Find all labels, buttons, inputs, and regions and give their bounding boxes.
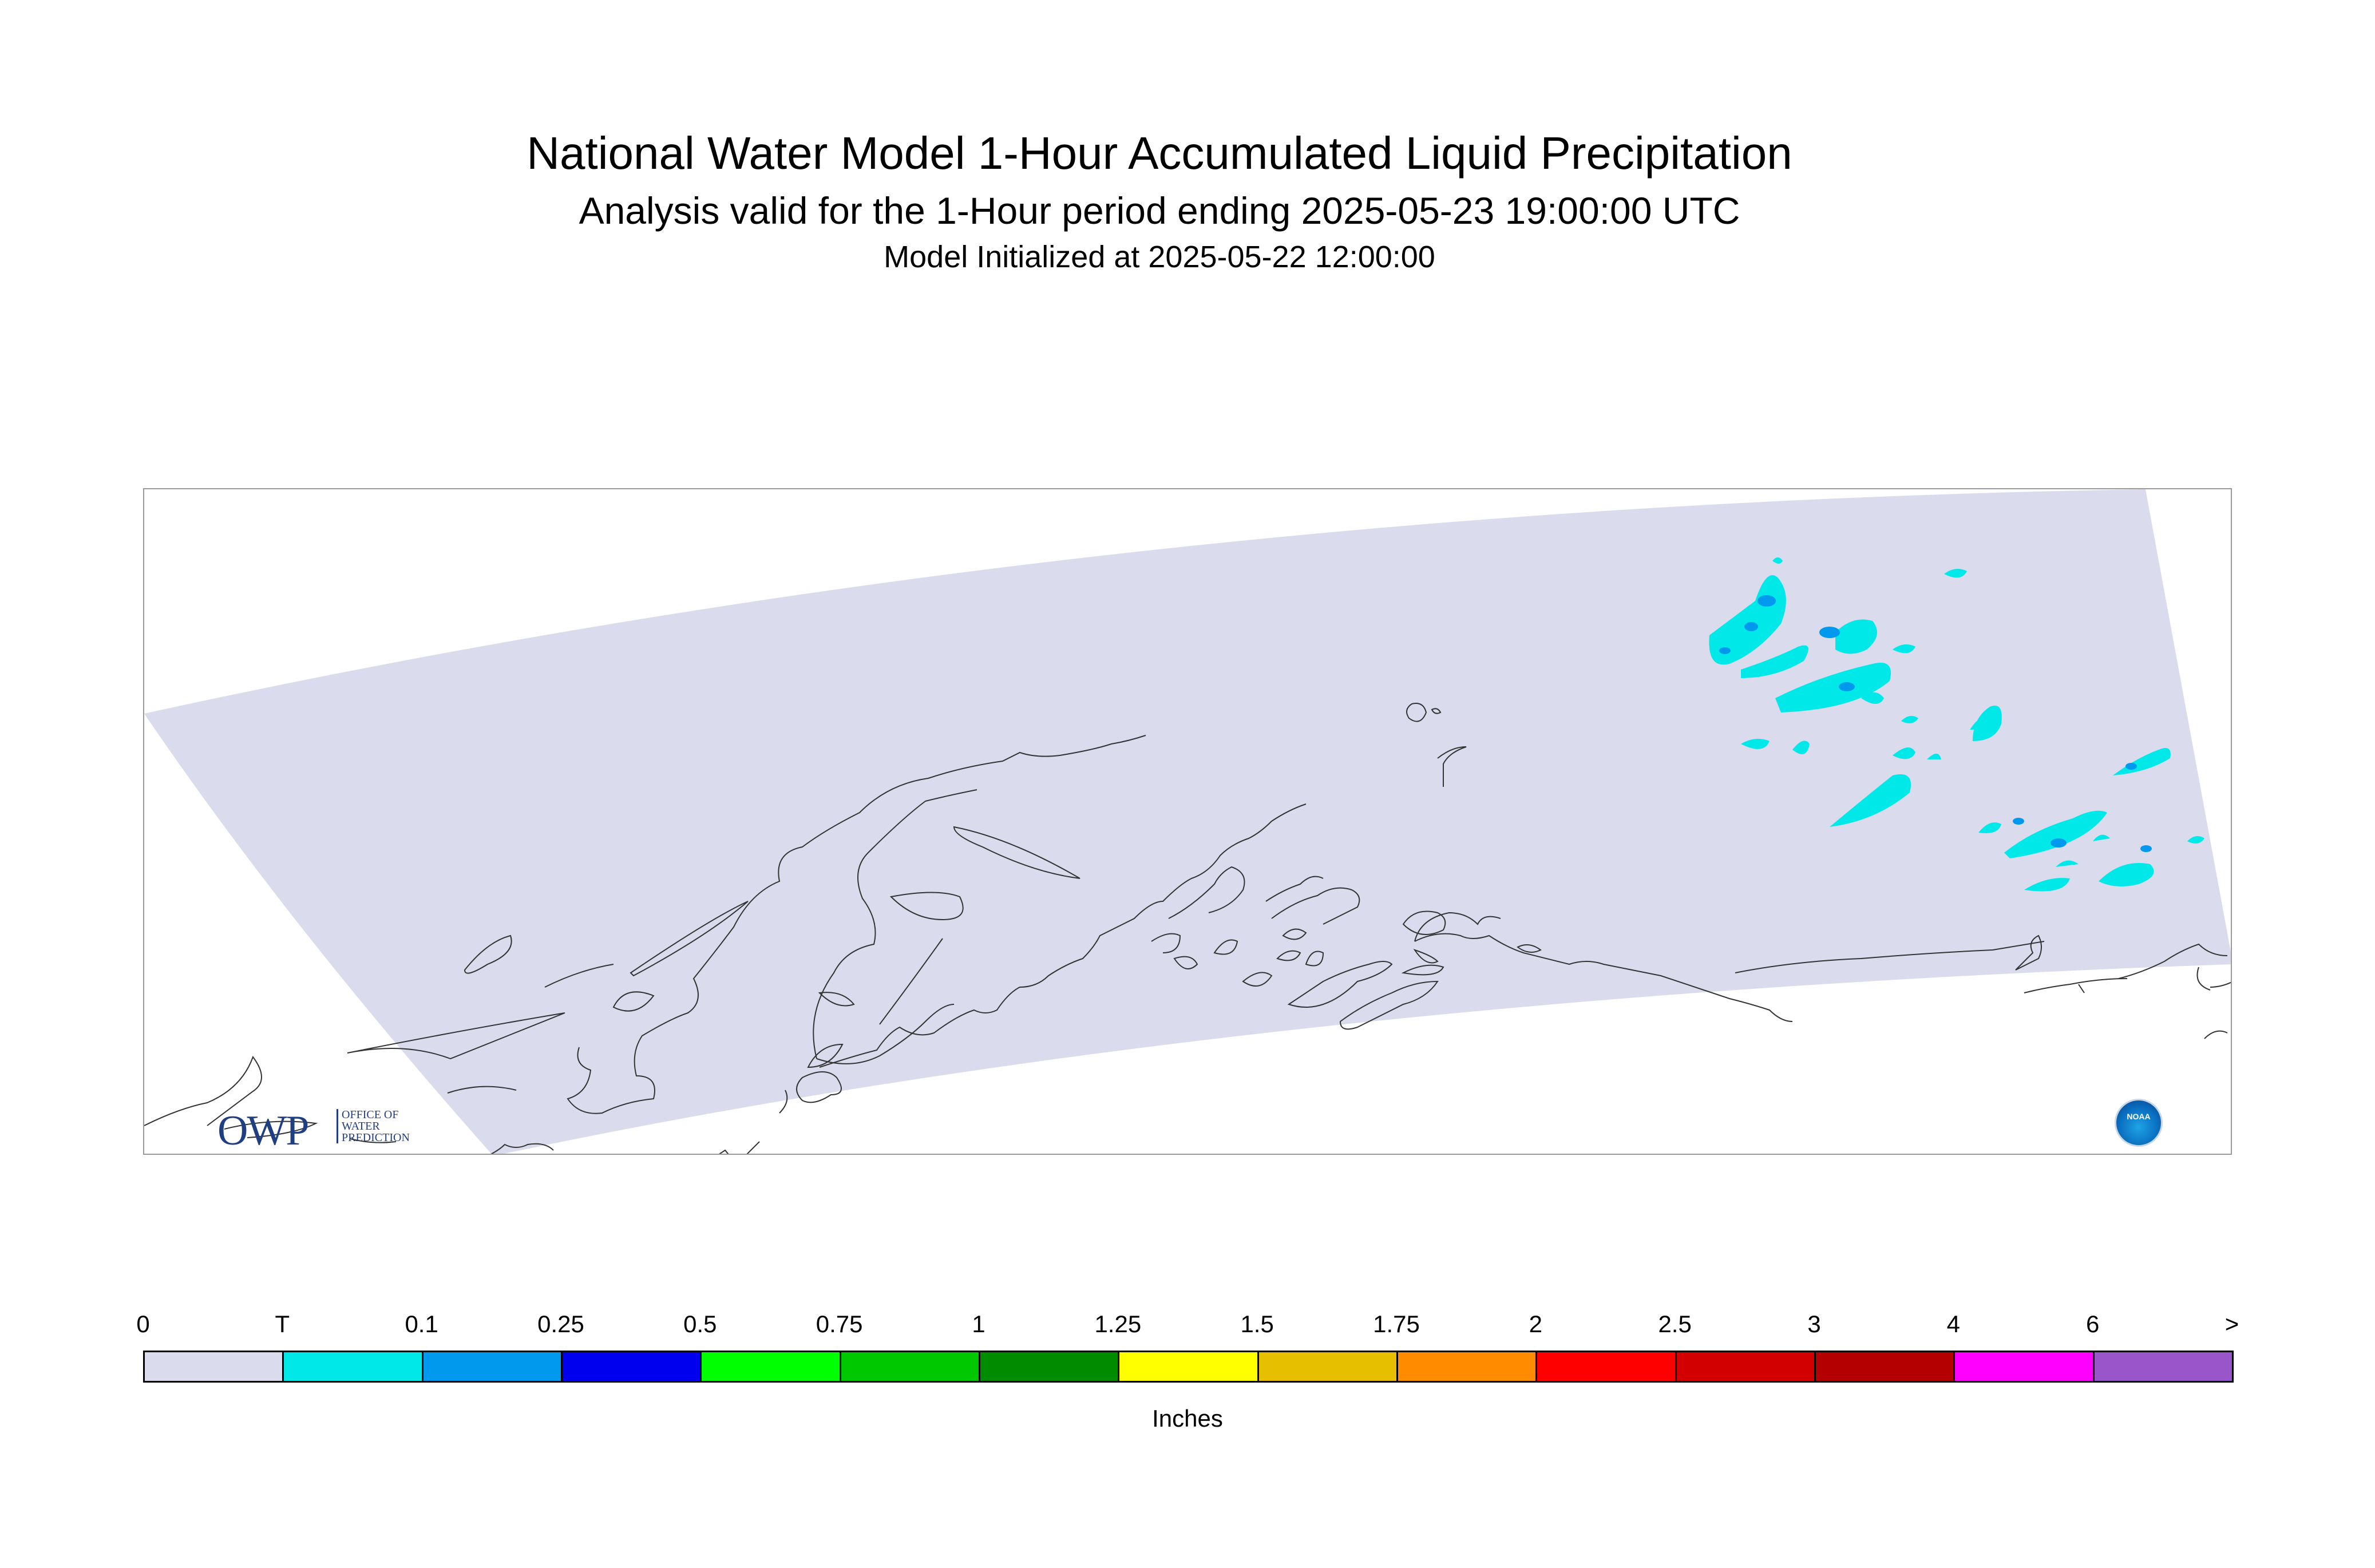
owp-logo-subtitle: OFFICE OF WATER PREDICTION (337, 1109, 439, 1143)
legend-swatch (561, 1351, 702, 1383)
owp-logo: OWP OFFICE OF WATER PREDICTION (217, 1107, 410, 1154)
legend-tick-label: 0 (136, 1310, 150, 1337)
legend-units-label: Inches (1152, 1405, 1223, 1432)
legend-tick-label: 2 (1529, 1310, 1542, 1337)
legend-swatch (421, 1351, 563, 1383)
legend-swatch (979, 1351, 1120, 1383)
precip-light-areas (1719, 595, 2152, 852)
legend-tick-label: 0.5 (683, 1310, 717, 1337)
model-domain (144, 489, 2231, 1154)
legend-swatch (2092, 1351, 2234, 1383)
legend-swatch (143, 1351, 284, 1383)
legend-swatch (839, 1351, 980, 1383)
legend-tick-label: 0.75 (816, 1310, 863, 1337)
legend-tick-label: 1 (972, 1310, 985, 1337)
legend-swatch (1535, 1351, 1677, 1383)
map-frame: OWP OFFICE OF WATER PREDICTION NOAA (143, 488, 2232, 1155)
coastlines (144, 703, 2231, 1154)
map-subtitle-valid-time: Analysis valid for the 1-Hour period end… (579, 189, 1740, 232)
legend-swatch (1118, 1351, 1259, 1383)
legend-tick-label: 3 (1807, 1310, 1821, 1337)
legend-tick-label: 1.75 (1373, 1310, 1420, 1337)
map-subtitle-init-time: Model Initialized at 2025-05-22 12:00:00 (884, 240, 1435, 274)
legend-swatch (1814, 1351, 1956, 1383)
noaa-logo: NOAA (2115, 1099, 2163, 1147)
noaa-logo-text: NOAA (2127, 1112, 2151, 1121)
legend-swatch (1953, 1351, 2095, 1383)
legend-tick-label: 0.1 (405, 1310, 438, 1337)
map-title: National Water Model 1-Hour Accumulated … (527, 128, 1792, 179)
legend-swatch (1257, 1351, 1398, 1383)
owp-logo-text: OWP (217, 1107, 309, 1154)
legend-swatch (700, 1351, 841, 1383)
legend-tick-label: 2.5 (1658, 1310, 1692, 1337)
map-canvas (144, 489, 2231, 1154)
legend-tick-label: > (2224, 1310, 2239, 1337)
legend-tick-label: 1.25 (1094, 1310, 1142, 1337)
legend-colorbar (143, 1351, 2234, 1385)
legend-tick-label: T (275, 1310, 290, 1337)
legend-tick-label: 4 (1946, 1310, 1960, 1337)
legend-swatch (1675, 1351, 1816, 1383)
legend-tick-label: 6 (2085, 1310, 2100, 1337)
legend-swatch (282, 1351, 423, 1383)
legend-swatch (1396, 1351, 1538, 1383)
legend-tick-label: 0.25 (537, 1310, 584, 1337)
precip-trace-areas (1709, 557, 2204, 892)
legend-tick-label: 1.5 (1240, 1310, 1274, 1337)
